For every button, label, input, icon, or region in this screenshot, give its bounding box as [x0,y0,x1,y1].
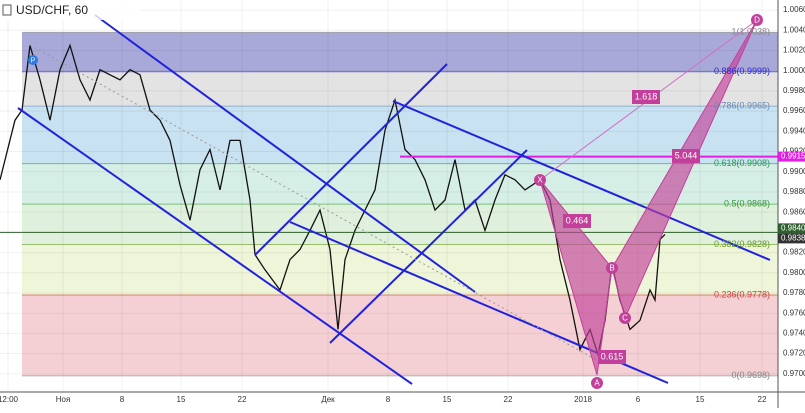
fib-band [22,163,778,205]
pattern-point-label: X [537,176,543,185]
price-tag-label: 0.9915 [781,152,805,161]
ratio-box [632,90,660,104]
fib-band [22,71,778,107]
marker [28,55,38,65]
x-tick-label: 15 [443,395,452,404]
fib-band [22,106,778,164]
pattern-point-label: A [594,379,600,388]
fib-label: 0.382(0.9828) [714,239,770,249]
guide-line [29,44,601,363]
fib-band [22,295,778,376]
time-axis [0,392,778,408]
fib-label: 0(0.9698) [731,370,770,380]
chart-title: USD/CHF, 60 [16,3,88,17]
x-tick-label: 22 [758,395,767,404]
marker-label: P [31,57,36,64]
pattern-point [606,262,618,274]
ratio-label: 1.618 [635,91,658,101]
trend-line [392,100,771,261]
ratio-label: 0.615 [601,351,624,361]
pattern-point [591,377,603,389]
price-axis [778,0,805,408]
fib-label: 1(1.0038) [731,27,770,37]
pattern-point [751,14,763,26]
x-tick-label: 6 [636,395,641,404]
y-tick-label: 0.9980 [783,86,805,95]
trend-line [17,107,413,385]
y-tick-label: 1.0040 [783,25,805,34]
trend-line [329,149,528,344]
pattern-point-label: B [609,264,614,273]
y-tick-label: 1.0060 [783,5,805,14]
x-tick-label: 15 [177,395,186,404]
x-tick-label: 22 [238,395,247,404]
x-tick-label: 2018 [574,395,592,404]
x-tick-label: Дек [321,395,335,404]
pattern-point [619,312,631,324]
pattern-point [534,174,546,186]
price-tag-label: 0.9840 [781,223,805,232]
x-tick-label: 12:00 [0,395,19,404]
fib-label: 0.5(0.9868) [724,198,770,208]
x-tick-label: 15 [696,395,705,404]
fib-label: 0.236(0.9778) [714,289,770,299]
icon [2,4,12,16]
ratio-label: 0.464 [566,215,589,225]
trend-line [254,63,448,256]
fib-label: 0.618(0.9908) [714,158,770,168]
x-tick-label: 8 [120,395,125,404]
fib-label: 0.886(0.9999) [714,66,770,76]
ratio-box [598,350,626,364]
trend-line [94,14,476,293]
price-tag [778,233,805,244]
pattern-point-label: D [754,16,760,25]
title-bg [0,0,140,20]
ratio-label: 5.044 [675,150,698,160]
pattern-bcd [611,19,758,320]
x-tick-label: 8 [386,395,391,404]
labels: 1(1.0038) 0.886(0.9999) 0.786(0.9965) 0.618… [28,14,770,389]
price-tag [778,223,805,234]
fib-band [22,32,778,72]
price-tag-label: 0.9838 [781,234,805,243]
x-tick-label: 22 [504,395,513,404]
y-tick-label: 1.0000 [783,66,805,75]
price-line [0,43,666,358]
x-tick-label: Ноя [56,395,71,404]
pattern-point-label: C [622,314,628,323]
y-tick-label: 1.0020 [783,46,805,55]
price-tag [778,151,805,162]
fib-label: 0.786(0.9965) [714,100,770,110]
ratio-box [672,149,700,163]
ratio-box [563,214,591,228]
